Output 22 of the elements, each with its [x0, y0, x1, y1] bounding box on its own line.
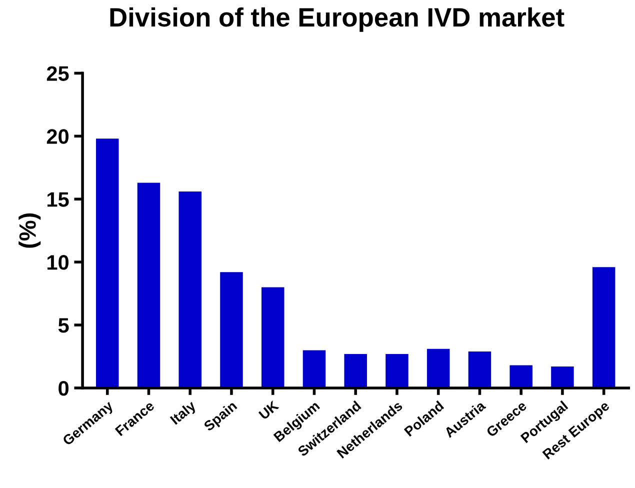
bar: [261, 287, 284, 388]
bar: [302, 350, 326, 388]
bar: [510, 365, 532, 388]
bar: [344, 354, 367, 388]
chart-title: Division of the European IVD market: [110, 7, 564, 32]
y-tick-label: 25: [46, 66, 69, 81]
y-tick-label: 0: [58, 380, 69, 396]
bar: [592, 267, 616, 388]
bar: [137, 182, 160, 388]
bar: [178, 192, 202, 388]
bar: [96, 138, 119, 388]
y-tick-label: 10: [47, 255, 69, 270]
y-tick-label: 5: [58, 318, 69, 333]
x-tick-label: Italy: [170, 400, 198, 427]
y-tick-label: 20: [46, 129, 69, 144]
bar: [551, 366, 574, 388]
y-axis-title: (%): [18, 213, 41, 248]
y-tick-label: 15: [47, 192, 69, 207]
bar: [468, 351, 492, 388]
bar: [220, 272, 243, 388]
bar: [426, 348, 450, 388]
bar: [386, 354, 408, 388]
